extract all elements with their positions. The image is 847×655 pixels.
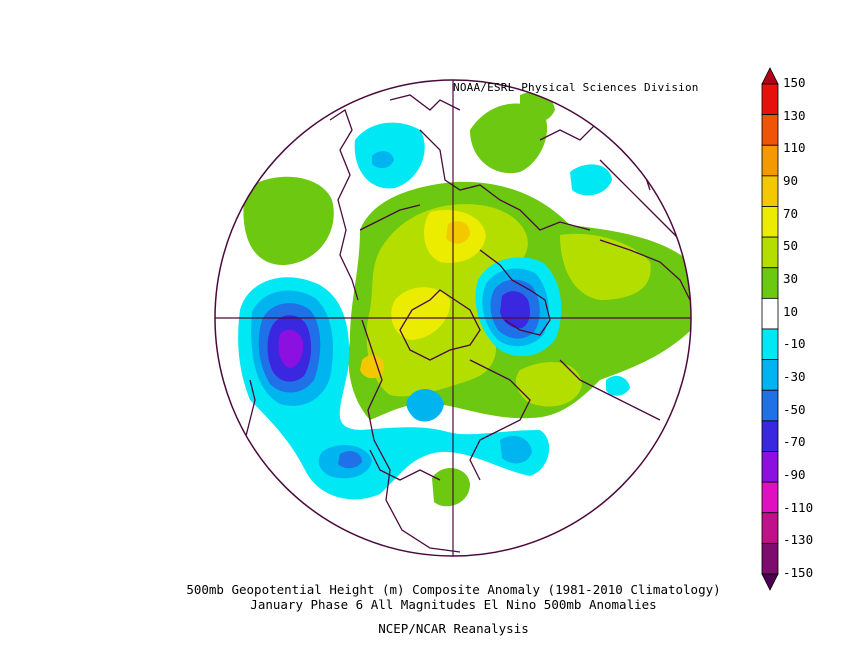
negative-anomaly-hudson [406, 389, 444, 422]
colorbar-swatch [761, 328, 779, 361]
colorbar-tick-label: -50 [783, 401, 806, 417]
colorbar-tick-label: 30 [783, 271, 799, 286]
colorbar-swatch [761, 389, 779, 422]
colorbar-swatch [761, 267, 779, 299]
positive-anomaly-mid-atlantic [515, 362, 582, 407]
colorbar-arrow-top [761, 67, 779, 85]
colorbar-swatch [761, 542, 779, 575]
colorbar-tick-label: 110 [783, 140, 806, 156]
colorbar-tick-label: -90 [783, 467, 806, 482]
caption-line-2: January Phase 6 All Magnitudes El Nino 5… [250, 597, 657, 612]
colorbar-arrow-bottom [761, 573, 779, 591]
negative-anomaly-europe-core [500, 291, 530, 329]
positive-anomaly-mid-eurasia [560, 233, 651, 300]
colorbar-tick-label: -30 [783, 369, 806, 384]
colorbar-tick-label: -110 [783, 499, 814, 515]
positive-anomaly-high-2 [391, 287, 451, 340]
colorbar-tick-label: -130 [783, 532, 814, 548]
globe-outline [214, 79, 692, 557]
colorbar-swatch [761, 451, 779, 483]
anomaly-field [215, 80, 691, 556]
colorbar-swatch [761, 114, 779, 146]
colorbar-swatch [761, 236, 779, 269]
colorbar-swatch [761, 206, 779, 238]
negative-anomaly-siberia-east [570, 164, 612, 196]
colorbar-tick-label: -10 [783, 336, 806, 352]
positive-anomaly-peak-1 [446, 221, 470, 244]
caption-line-1: 500mb Geopotential Height (m) Composite … [186, 582, 721, 597]
colorbar-swatch [761, 420, 779, 452]
negative-anomaly-nw-pacific-strong [338, 451, 362, 469]
colorbar-swatch [761, 175, 779, 207]
colorbar-swatch [761, 512, 779, 544]
colorbar-tick-label: -70 [783, 434, 806, 450]
positive-anomaly-pacific-ridge [243, 176, 334, 266]
caption-line-3: NCEP/NCAR Reanalysis [378, 621, 529, 636]
positive-anomaly-gulf [432, 467, 470, 507]
colorbar-tick-label: 50 [783, 238, 799, 254]
colorbar-swatch [761, 359, 779, 391]
colorbar-tick-label: -150 [783, 565, 814, 580]
positive-anomaly-peak-2 [360, 355, 385, 379]
colorbar [761, 67, 779, 591]
colorbar-swatch [761, 83, 779, 116]
colorbar-swatch [761, 297, 779, 330]
positive-anomaly-greenland-ne [470, 103, 548, 174]
credit-text: NOAA/ESRL Physical Sciences Division [453, 81, 699, 94]
colorbar-tick-label: 10 [783, 303, 799, 319]
negative-anomaly-pacific-trough-core [278, 329, 304, 368]
colorbar-tick-label: 130 [783, 107, 806, 123]
colorbar-swatch [761, 144, 779, 177]
colorbar-tick-label: 90 [783, 173, 799, 188]
colorbar-swatch [761, 481, 779, 514]
negative-anomaly-canada-north-core [372, 151, 394, 169]
colorbar-tick-label: 70 [783, 205, 799, 221]
negative-anomaly-atlantic-small [500, 436, 532, 464]
colorbar-tick-label: 150 [783, 75, 806, 90]
negative-anomaly-east-asia [606, 375, 630, 396]
